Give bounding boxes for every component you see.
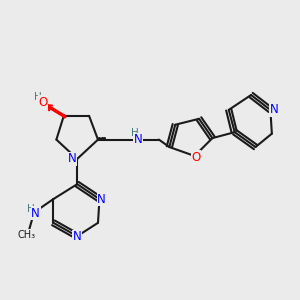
Text: N: N — [134, 133, 142, 146]
Text: H: H — [27, 204, 35, 214]
Text: N: N — [31, 206, 40, 220]
Text: N: N — [73, 230, 82, 243]
Text: N: N — [97, 193, 106, 206]
Text: N: N — [68, 152, 76, 165]
Text: O: O — [38, 96, 48, 109]
Text: N: N — [270, 103, 278, 116]
Text: O: O — [191, 151, 201, 164]
Text: H: H — [34, 92, 42, 102]
Text: CH₃: CH₃ — [18, 230, 36, 240]
Text: H: H — [131, 128, 139, 138]
